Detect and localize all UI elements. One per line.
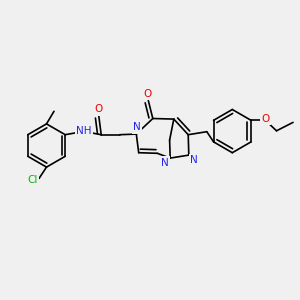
Text: O: O — [95, 104, 103, 115]
Text: O: O — [261, 114, 269, 124]
Text: NH: NH — [76, 126, 92, 136]
Text: O: O — [144, 89, 152, 99]
Text: Cl: Cl — [27, 175, 38, 185]
Text: N: N — [133, 122, 141, 133]
Text: N: N — [161, 158, 169, 168]
Text: N: N — [190, 155, 198, 166]
